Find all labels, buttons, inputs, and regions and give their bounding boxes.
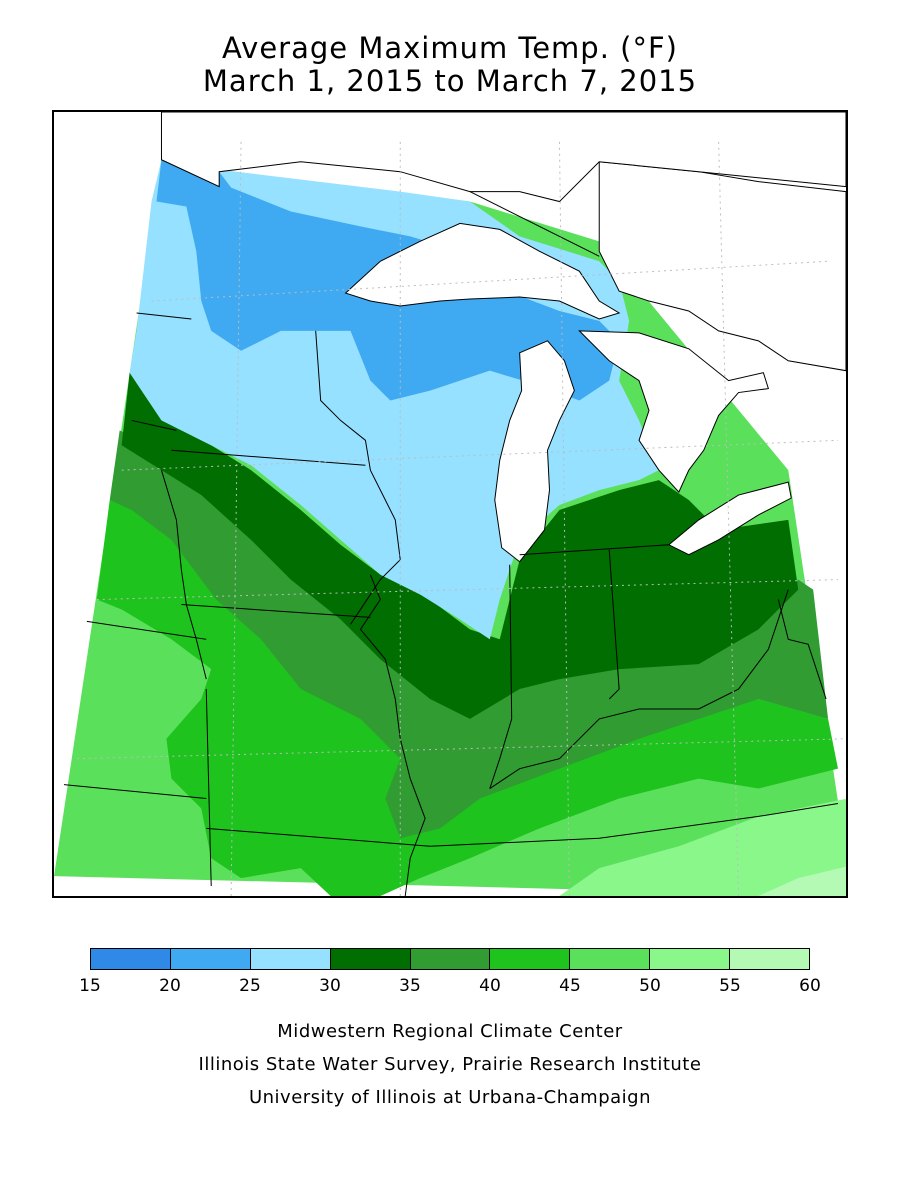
border-mi-south <box>519 544 669 556</box>
graticule <box>76 141 846 896</box>
border-ia-north <box>171 449 366 466</box>
state-borders <box>63 191 839 896</box>
legend-swatch-50-55 <box>650 949 731 969</box>
border-ky-tn <box>206 802 839 847</box>
map-date-range: March 1, 2015 to March 7, 2015 <box>202 64 698 98</box>
band-40-45 <box>96 500 839 896</box>
legend-tick-label: 35 <box>399 976 421 996</box>
credit-uiuc: University of Illinois at Urbana-Champai… <box>248 1087 652 1108</box>
legend-swatch-30-35 <box>330 949 411 969</box>
legend-swatch-15-20 <box>91 949 171 969</box>
credit-mrcc: Midwestern Regional Climate Center <box>277 1021 623 1042</box>
legend-swatch-35-40 <box>410 949 491 969</box>
border-ia-mo <box>181 603 371 618</box>
border-ne-ks <box>86 620 207 640</box>
legend-swatch-55-60 <box>730 949 810 969</box>
legend-swatch-40-45 <box>490 949 571 969</box>
credit-isws: Illinois State Water Survey, Prairie Res… <box>198 1054 702 1075</box>
legend-tick-label: 30 <box>319 976 341 996</box>
border-mi-wi-up <box>469 191 600 257</box>
lake-huron <box>578 330 770 493</box>
lake-ontario-area <box>598 161 846 372</box>
border-wv-va <box>777 599 827 700</box>
border-missouri-river <box>160 470 207 680</box>
legend-swatch-25-30 <box>250 949 331 969</box>
legend-swatch-45-50 <box>570 949 651 969</box>
band-55-60 <box>758 866 846 896</box>
color-legend <box>90 948 810 970</box>
lake-michigan <box>494 340 575 563</box>
legend-tick-label: 20 <box>159 976 181 996</box>
temperature-map <box>52 110 848 898</box>
border-dakotas <box>131 312 192 431</box>
legend-swatch-20-25 <box>170 949 251 969</box>
legend-tick-label: 50 <box>639 976 661 996</box>
lake-erie <box>667 481 792 556</box>
border-ks-ok <box>63 784 207 799</box>
border-in-oh <box>608 549 620 700</box>
legend-tick-label: 25 <box>239 976 261 996</box>
legend-tick-label: 15 <box>79 976 101 996</box>
map-canvas <box>54 112 846 896</box>
border-mississippi <box>359 574 426 896</box>
band-30-35 <box>121 372 799 719</box>
border-ohio-river <box>489 589 789 789</box>
legend-bar <box>90 948 810 970</box>
legend-tick-label: 45 <box>559 976 581 996</box>
lake-superior <box>344 222 621 320</box>
legend-tick-label: 55 <box>719 976 741 996</box>
map-title: Average Maximum Temp. (°F) <box>222 31 678 65</box>
border-il-in <box>489 564 513 789</box>
border-mn-wi <box>315 330 401 625</box>
legend-tick-label: 60 <box>799 976 821 996</box>
legend-tick-label: 40 <box>479 976 501 996</box>
border-ks-mo <box>205 689 212 887</box>
band-50-55 <box>559 798 846 896</box>
